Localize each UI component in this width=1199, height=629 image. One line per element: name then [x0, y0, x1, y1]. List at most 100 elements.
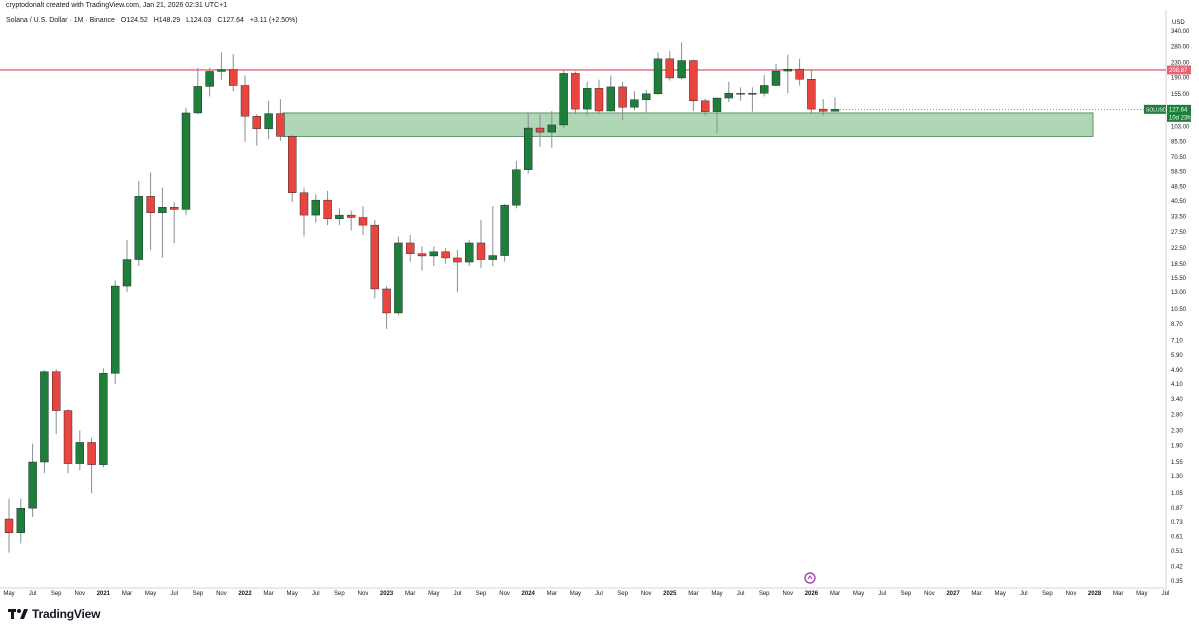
candle-body: [75, 442, 85, 464]
candle-body: [535, 127, 545, 133]
time-tick-label: Nov: [499, 591, 510, 597]
candle-body: [370, 224, 379, 290]
candle: [299, 187, 309, 237]
candle: [406, 235, 415, 262]
candle: [783, 54, 792, 94]
time-tick-label: Jul: [595, 591, 603, 597]
candle-body: [524, 127, 533, 170]
candle-body: [795, 68, 804, 80]
price-tick-label: 340.00: [1171, 29, 1190, 35]
time-tick-label: Nov: [782, 591, 793, 597]
symbol-name: Solana / U.S. Dollar · 1M · Binance: [6, 17, 115, 24]
candle: [795, 58, 804, 86]
time-tick-label: May: [570, 591, 581, 597]
time-tick-label: Mar: [688, 591, 698, 597]
candle-body: [783, 68, 792, 72]
candle-body: [87, 442, 96, 465]
time-tick-label: May: [287, 591, 298, 597]
price-tick-label: 40.50: [1171, 199, 1187, 205]
candle: [193, 67, 203, 115]
candle: [594, 79, 604, 115]
candle: [63, 409, 73, 474]
time-tick-label: May: [428, 591, 439, 597]
time-tick-label: May: [711, 591, 722, 597]
time-tick-label: 2026: [805, 591, 819, 597]
price-tick-label: 8.70: [1171, 322, 1183, 328]
replay-icon[interactable]: [804, 572, 816, 584]
candle: [441, 248, 450, 264]
price-tick-label: 2.30: [1171, 428, 1183, 434]
price-tick-label: 1.90: [1171, 444, 1183, 450]
candle: [382, 286, 391, 329]
time-tick-label: Sep: [192, 591, 203, 597]
candle: [819, 99, 828, 116]
price-tick-label: 4.10: [1171, 382, 1183, 388]
candle-body: [677, 60, 686, 79]
time-tick-label: 2025: [663, 591, 677, 597]
price-tick-label: 7.10: [1171, 338, 1183, 344]
candle-body: [653, 58, 663, 95]
candle-body: [134, 196, 144, 260]
candle-body: [830, 109, 840, 112]
candle: [771, 64, 781, 87]
time-tick-label: Mar: [971, 591, 981, 597]
currency-label: USD: [1172, 20, 1185, 26]
chart-credit: cryptodonalt created with TradingView.co…: [6, 2, 228, 9]
candle: [488, 206, 497, 266]
candle: [264, 100, 273, 140]
candle-body: [642, 93, 651, 100]
candle: [122, 239, 132, 292]
candle: [677, 42, 686, 80]
candle-body: [630, 99, 639, 108]
time-tick-label: Nov: [358, 591, 369, 597]
price-axis[interactable]: USD340.00280.00230.00190.00155.00125.001…: [0, 10, 1190, 595]
time-tick-label: Jul: [1162, 591, 1170, 597]
price-tick-label: 1.55: [1171, 460, 1183, 466]
candle-body: [512, 169, 521, 206]
support-zone: [282, 112, 1094, 137]
ohlc-open: O124.52: [120, 17, 148, 24]
candle: [158, 187, 167, 258]
time-tick-label: Sep: [1042, 591, 1053, 597]
candle-body: [500, 204, 509, 256]
symbol-tag: [1144, 104, 1166, 114]
candle-body: [264, 113, 273, 130]
candle: [807, 69, 816, 115]
candle: [429, 246, 438, 266]
time-tick-label: Jul: [1020, 591, 1028, 597]
candle-body: [712, 97, 722, 112]
price-tick-label: 22.50: [1171, 246, 1187, 252]
candle-body: [807, 79, 816, 110]
time-tick-label: Sep: [476, 591, 487, 597]
time-tick-label: 2022: [238, 591, 252, 597]
symbol-tag-label: SOLUSD: [1146, 107, 1167, 113]
candle-body: [299, 192, 309, 216]
candle: [830, 97, 840, 112]
candle-body: [40, 371, 49, 463]
candle-body: [4, 518, 14, 533]
candle-body: [358, 217, 368, 226]
bar-countdown: 10d 23h: [1169, 115, 1191, 121]
candle-body: [724, 93, 733, 99]
candle: [40, 369, 49, 474]
candle: [146, 172, 155, 250]
ohlc-low: L124.03: [186, 17, 212, 24]
time-tick-label: Mar: [405, 591, 415, 597]
axis-tags: 208.87 SOLUSD 127.64 10d 23h: [840, 65, 1191, 122]
candle: [110, 280, 120, 385]
time-tick-label: Nov: [641, 591, 652, 597]
candle-body: [453, 257, 462, 263]
candle-body: [760, 85, 769, 94]
time-axis[interactable]: May Jul Sep Nov 2021 Mar May Jul Sep Nov 2022 Mar Ma…: [3, 591, 1169, 597]
time-tick-label: May: [1136, 591, 1147, 597]
time-tick-label: Sep: [900, 591, 911, 597]
candle: [665, 50, 674, 81]
time-tick-label: Nov: [74, 591, 85, 597]
candle-body: [417, 253, 427, 257]
resistance-price-label: 208.87: [1169, 68, 1188, 74]
price-tick-label: 280.00: [1171, 45, 1190, 51]
candle: [453, 249, 462, 292]
candle-body: [488, 255, 497, 260]
candle: [4, 498, 14, 553]
